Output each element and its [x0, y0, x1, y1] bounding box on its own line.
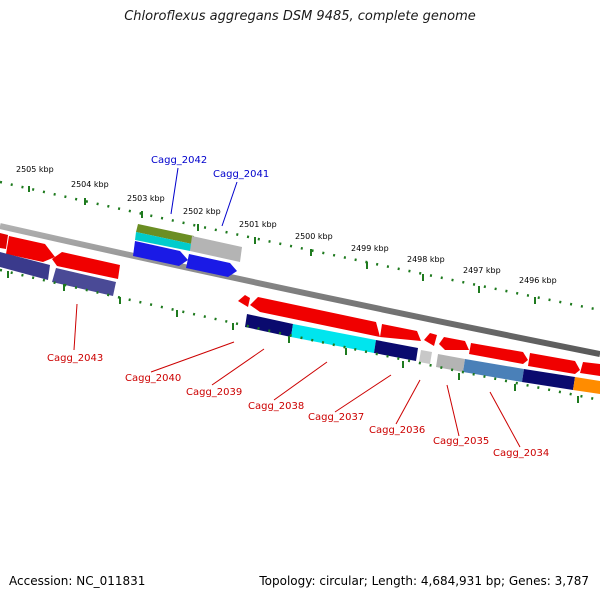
gene-arrow: [250, 297, 380, 337]
gene-label-cagg-2038: Cagg_2038: [248, 401, 304, 412]
genome-summary-label: Topology: circular; Length: 4,684,931 bp…: [259, 574, 589, 588]
kbp-label: 2496 kbp: [519, 276, 557, 285]
gene-block: [463, 359, 524, 382]
inner-tick-track: [0, 268, 600, 403]
outer-major-ticks: [28, 186, 536, 304]
gene-block: [522, 369, 575, 390]
gene-label-cagg-2037: Cagg_2037: [308, 412, 364, 423]
accession-label: Accession: NC_011831: [9, 574, 146, 588]
kbp-label: 2505 kbp: [16, 165, 54, 174]
kbp-label: 2497 kbp: [463, 266, 501, 275]
leader-line: [211, 348, 265, 386]
bottom-strand-center-row: [245, 314, 600, 394]
gene-arrow: [380, 324, 421, 341]
gene-arrow-blue: [186, 254, 237, 277]
gene-label-cagg-2036: Cagg_2036: [369, 425, 425, 436]
leader-lines: [73, 167, 521, 448]
gene-arrow: [238, 295, 250, 307]
gene-block: [0, 252, 50, 280]
kbp-labels: 2505 kbp 2504 kbp 2503 kbp 2502 kbp 2501…: [16, 165, 557, 285]
gene-block-cyan: [135, 232, 192, 251]
gene-arrow: [52, 252, 120, 279]
outer-tick-track: [0, 180, 600, 312]
gene-block: [291, 324, 376, 353]
inner-tick-dots: [0, 268, 600, 402]
genome-backbone: [0, 223, 600, 357]
leader-line: [334, 374, 392, 413]
inner-major-ticks: [7, 271, 579, 403]
cagg-2042-2041-group: [133, 224, 242, 277]
gene-label-cagg-2034: Cagg_2034: [493, 448, 549, 459]
gene-block: [419, 350, 432, 364]
gene-arrow-blue: [133, 241, 188, 266]
leader-line: [489, 391, 521, 448]
leader-line: [73, 303, 78, 351]
gene-label-cagg-2041: Cagg_2041: [213, 169, 269, 180]
gene-arrow: [0, 233, 8, 249]
top-strand-center-row: [238, 295, 600, 376]
kbp-label: 2502 kbp: [183, 207, 221, 216]
kbp-label: 2500 kbp: [295, 232, 333, 241]
leader-line: [446, 384, 460, 437]
gene-label-cagg-2035: Cagg_2035: [433, 436, 489, 447]
gene-label-cagg-2039: Cagg_2039: [186, 387, 242, 398]
leader-line: [273, 361, 328, 401]
kbp-label: 2501 kbp: [239, 220, 277, 229]
gene-arrow: [469, 343, 528, 364]
leader-line: [150, 341, 235, 373]
gene-label-cagg-2043: Cagg_2043: [47, 353, 103, 364]
kbp-label: 2504 kbp: [71, 180, 109, 189]
gene-block: [374, 340, 418, 361]
kbp-label: 2503 kbp: [127, 194, 165, 203]
gene-block-grey: [190, 236, 242, 262]
gene-arrow: [580, 362, 600, 376]
gene-block: [436, 354, 465, 372]
leader-line: [170, 167, 179, 215]
gene-arrow: [6, 236, 55, 262]
gene-arrow: [528, 353, 580, 374]
leader-line: [221, 181, 238, 227]
top-strand-outer-row: [0, 233, 120, 296]
gene-label-cagg-2040: Cagg_2040: [125, 373, 181, 384]
gene-block: [573, 377, 600, 394]
genome-title: Chloroflexus aggregans DSM 9485, complet…: [124, 9, 476, 24]
gene-arrow: [424, 333, 437, 346]
gene-block: [52, 268, 116, 296]
gene-block: [245, 314, 293, 337]
gene-label-cagg-2042: Cagg_2042: [151, 155, 207, 166]
leader-line: [395, 379, 421, 425]
kbp-label: 2499 kbp: [351, 244, 389, 253]
gene-arrow: [439, 337, 469, 350]
gene-block-olive: [136, 224, 194, 244]
kbp-label: 2498 kbp: [407, 255, 445, 264]
